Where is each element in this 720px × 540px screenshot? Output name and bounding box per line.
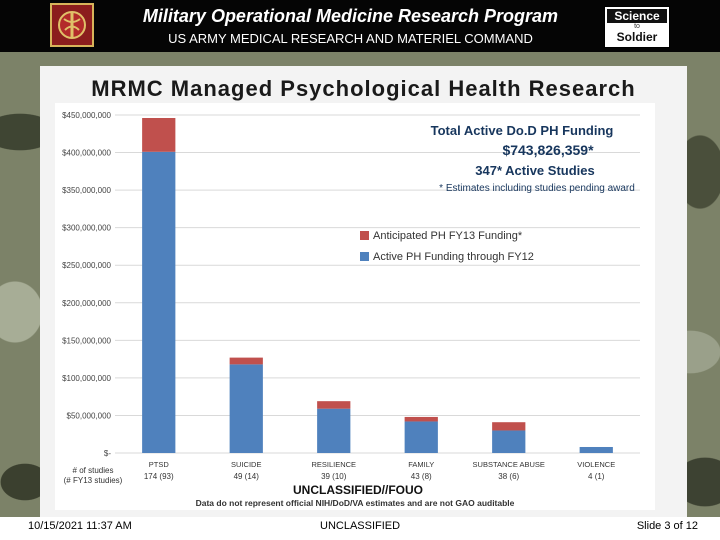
bar-substance-abuse-series-1 — [492, 422, 526, 431]
chart-container: $450,000,000 $400,000,000 $350,000,000 $300… — [55, 103, 655, 510]
summary-line-3: 347* Active Studies — [475, 163, 594, 178]
bar-resilience-series-1 — [317, 401, 351, 409]
summary-note: * Estimates including studies pending aw… — [439, 183, 635, 194]
bar-resilience-series-0 — [317, 408, 351, 453]
badge-top-text: Science — [607, 9, 667, 23]
funding-bar-chart: $450,000,000 $400,000,000 $350,000,000 $300… — [62, 111, 640, 508]
x-category-label-2: RESILIENCE — [311, 460, 356, 469]
footer-slide-number: Slide 3 of 12 — [636, 520, 698, 532]
y-tick-label-9: $- — [104, 449, 111, 458]
science-to-soldier-badge: Science to Soldier — [604, 6, 670, 48]
badge-mid-text: to — [634, 23, 640, 30]
y-tick-label-6: $150,000,000 — [62, 336, 111, 345]
y-tick-label-1: $400,000,000 — [62, 149, 111, 158]
y-tick-label-7: $100,000,000 — [62, 374, 111, 383]
bar-ptsd-series-0 — [142, 151, 176, 453]
counts-label-line-2: (# FY13 studies) — [64, 476, 123, 485]
badge-bottom-text: Soldier — [616, 30, 658, 44]
bar-family-series-1 — [404, 416, 438, 422]
bar-family-series-0 — [404, 421, 438, 453]
program-title: Military Operational Medicine Research P… — [142, 6, 559, 26]
y-tick-label-4: $250,000,000 — [62, 261, 111, 270]
x-count-label-3: 43 (8) — [411, 472, 432, 481]
x-count-label-5: 4 (1) — [588, 472, 605, 481]
classification-marking: UNCLASSIFIED//FOUO — [293, 483, 423, 497]
x-count-label-2: 39 (10) — [321, 472, 347, 481]
bar-ptsd-series-1 — [142, 118, 176, 152]
legend-swatch-anticipated — [360, 231, 369, 240]
command-subtitle: US ARMY MEDICAL RESEARCH AND MATERIEL CO… — [168, 31, 533, 46]
legend: Anticipated PH FY13 Funding* Active PH F… — [360, 230, 534, 263]
summary-line-1: Total Active Do.D PH Funding — [431, 123, 614, 138]
bar-substance-abuse-series-0 — [492, 430, 526, 453]
x-category-label-3: FAMILY — [408, 460, 434, 469]
x-category-label-4: SUBSTANCE ABUSE — [473, 460, 545, 469]
y-tick-label-8: $50,000,000 — [67, 411, 112, 420]
army-medical-crest-icon — [50, 3, 94, 47]
bar-violence-series-0 — [579, 446, 613, 453]
legend-label-anticipated: Anticipated PH FY13 Funding* — [373, 230, 523, 242]
slide-title: MRMC Managed Psychological Health Resear… — [91, 76, 636, 101]
x-category-label-5: VIOLENCE — [577, 460, 615, 469]
x-count-label-1: 49 (14) — [234, 472, 260, 481]
x-category-label-0: PTSD — [149, 460, 170, 469]
y-tick-label-0: $450,000,000 — [62, 111, 111, 120]
legend-label-active: Active PH Funding through FY12 — [373, 251, 534, 263]
y-tick-label-3: $300,000,000 — [62, 224, 111, 233]
footer-date: 10/15/2021 11:37 AM — [28, 520, 132, 532]
header-bar: Military Operational Medicine Research P… — [0, 0, 720, 52]
x-count-label-4: 38 (6) — [498, 472, 519, 481]
footer-classification: UNCLASSIFIED — [320, 520, 401, 532]
bar-suicide-series-0 — [229, 364, 263, 453]
bar-suicide-series-1 — [229, 357, 263, 365]
y-tick-label-2: $350,000,000 — [62, 186, 111, 195]
x-category-label-1: SUICIDE — [231, 460, 261, 469]
legend-swatch-active — [360, 252, 369, 261]
footer-bar — [0, 517, 720, 540]
y-tick-label-5: $200,000,000 — [62, 299, 111, 308]
x-count-label-0: 174 (93) — [144, 472, 174, 481]
disclaimer-text: Data do not represent official NIH/DoD/V… — [196, 498, 515, 508]
summary-line-2: $743,826,359* — [502, 142, 594, 158]
counts-label-line-1: # of studies — [73, 466, 114, 475]
